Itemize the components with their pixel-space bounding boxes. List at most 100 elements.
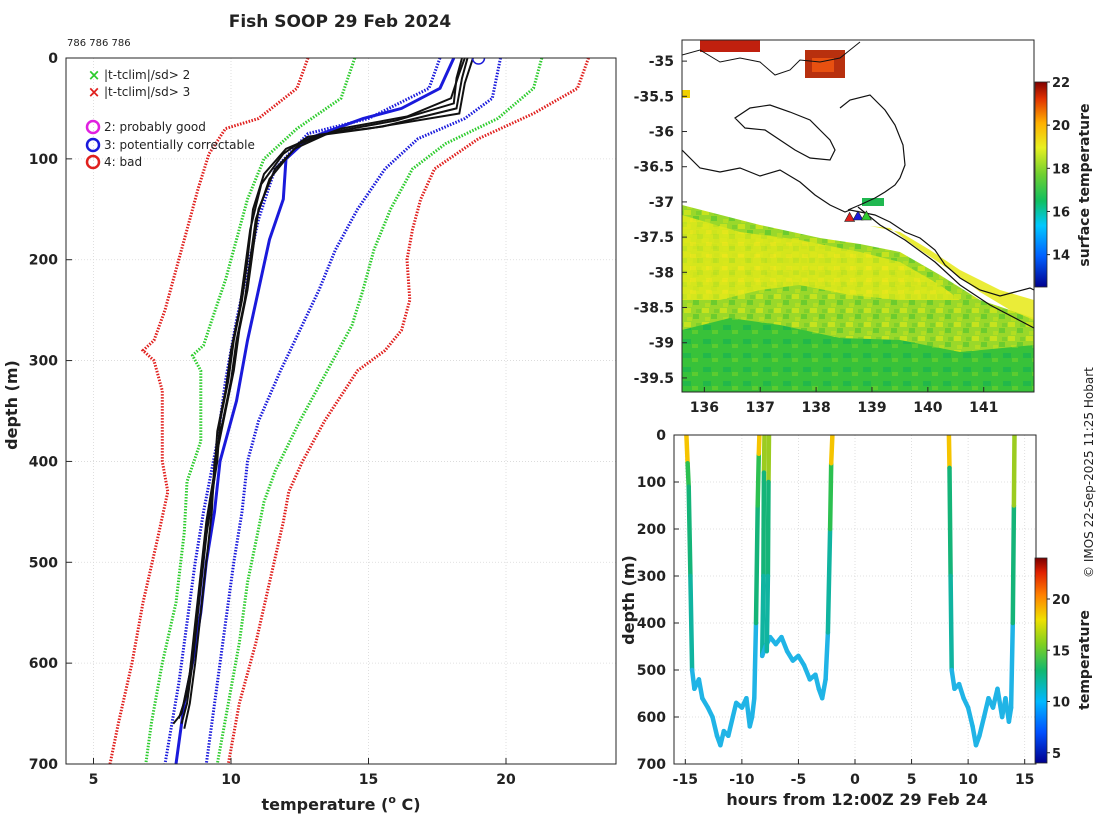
dt-cbar-tick-label-0: 5 [1052, 747, 1061, 762]
depth-time-colorbar-ticks: 5 10 15 20 [1047, 593, 1070, 762]
profile-ytick-label-1: 100 [29, 152, 58, 168]
profile-ytick-label-6: 600 [29, 656, 58, 672]
sst-warm-patch-1 [700, 40, 760, 52]
map-cbar-tick-label-0: 14 [1052, 249, 1070, 264]
dt-trace-0-seg-2 [685, 460, 691, 489]
map-ytick-label-9: -39.5 [634, 371, 674, 387]
legend-good-label: 2: probably good [104, 120, 206, 134]
dt-cbar-tick-label-3: 20 [1052, 593, 1070, 608]
profile-series-clim-3sd [108, 58, 310, 764]
dt-trace-0-seg-23 [755, 451, 762, 508]
dt-cbar-tick-label-2: 15 [1052, 644, 1070, 659]
profile-flag-marker [471, 58, 486, 65]
legend-bad-label: 4: bad [104, 155, 142, 169]
map-cbar-tick-label-1: 16 [1052, 205, 1070, 220]
cruise-ids: 786 786 786 [67, 38, 131, 49]
map-ytick-label-0: -35 [649, 54, 674, 70]
map-xtick-label-5: 141 [969, 400, 998, 416]
map-xtick-label-4: 140 [913, 400, 942, 416]
profile-ylabel: depth (m) [2, 360, 21, 450]
map-ytick-label-1: -35.5 [634, 89, 674, 105]
profile-observed-3 [177, 58, 466, 719]
credit-text: © IMOS 22-Sep-2025 11:25 Hobart [1082, 367, 1096, 578]
profile-series-clim-2sd [144, 58, 357, 764]
dt-xtick-label-4: 5 [907, 772, 917, 788]
dt-xtick-label-5: 10 [958, 772, 978, 788]
map-xtick-label-0: 136 [690, 400, 719, 416]
map-ticks: 136 137 138 139 140 141 -35 -35.5 -36 -36.5 -37 -37… [634, 54, 999, 416]
dt-ytick-label-2: 200 [637, 522, 666, 538]
dt-ytick-label-7: 700 [637, 757, 666, 773]
profile-ytick-label-5: 500 [29, 555, 58, 571]
dt-trace-3-seg-21 [1011, 435, 1017, 508]
dt-trace-1-seg-17 [823, 630, 831, 682]
legend-sd3-label: |t-tclim|/sd> 3 [104, 85, 190, 99]
legend-item-probably-good: 2: probably good [85, 119, 206, 135]
legend-correctable-marker [85, 137, 101, 153]
dt-trace-3-seg-1 [946, 435, 952, 471]
depth-time-plot: -15 -10 -5 0 5 10 15 0 100 200 300 400 500 600 700 hou… [619, 428, 1093, 809]
profile-xlabel: temperature (o C) [261, 793, 420, 814]
dt-trace-3-seg-4 [949, 667, 957, 692]
dt-trace-1-seg-16 [819, 677, 828, 701]
sst-field-deep-green [682, 318, 1034, 392]
map-track-mark-0 [844, 211, 856, 222]
legend-item-sd2: × |t-tclim|/sd> 2 [88, 66, 190, 84]
dt-trace-0-seg-24 [756, 435, 762, 457]
map-track-marks [844, 210, 872, 222]
dt-trace-3-seg-6 [956, 681, 966, 701]
profile-xlabel-main: temperature ( [261, 795, 388, 814]
map-ytick-label-2: -36 [649, 125, 674, 141]
dt-trace-1-seg-18 [825, 526, 833, 635]
dt-ytick-label-1: 100 [637, 475, 666, 491]
profile-grid [66, 57, 616, 765]
dt-trace-0-seg-21 [752, 620, 759, 701]
dt-xtick-label-6: 15 [1015, 772, 1034, 788]
legend-sd2-label: |t-tclim|/sd> 2 [104, 68, 190, 82]
dt-trace-0-seg-3 [686, 484, 693, 579]
sst-field-warm-band [682, 215, 960, 300]
legend-bad-marker [85, 154, 101, 170]
dt-trace-1-seg-3 [759, 573, 766, 659]
map-axes-box [681, 39, 1035, 393]
map-track-mark-2 [860, 210, 872, 221]
map-ytick-label-6: -38 [649, 265, 674, 281]
dt-ytick-label-3: 300 [637, 569, 666, 585]
map-canvas [682, 40, 1034, 392]
map-xtick-label-1: 137 [746, 400, 775, 416]
depth-time-colorbar-label: temperature [1077, 610, 1093, 710]
dt-trace-0-seg-22 [753, 503, 760, 626]
profile-xtick-label-1: 10 [221, 772, 241, 788]
profile-ytick-label-4: 400 [29, 454, 58, 470]
figure-title: Fish SOOP 29 Feb 2024 [229, 12, 452, 32]
map-cbar-tick-label-3: 20 [1052, 119, 1070, 134]
map-colorbar-label: surface temperature [1077, 103, 1093, 266]
profile-ytick-label-7: 700 [29, 757, 58, 773]
dt-trace-0-seg-4 [688, 573, 695, 673]
depth-time-ylabel: depth (m) [619, 555, 638, 645]
map-track-mark-1 [852, 210, 864, 221]
dt-xtick-label-0: -15 [673, 772, 698, 788]
dt-trace-3-seg-20 [1010, 503, 1017, 626]
map-ytick-label-8: -39 [649, 336, 674, 352]
dt-trace-0-seg-10 [710, 714, 720, 739]
map-cbar-tick-label-2: 18 [1052, 162, 1070, 177]
legend-good-marker [85, 119, 101, 135]
profile-series-clim-1sd [204, 58, 502, 764]
profile-axes-box [65, 57, 617, 765]
sst-shelf-green [862, 198, 884, 206]
dt-trace-1-seg-1 [761, 435, 767, 475]
dt-trace-1-seg-2 [761, 470, 767, 579]
legend-item-sd3: × |t-tclim|/sd> 3 [88, 83, 190, 101]
ship-track [857, 206, 1034, 329]
dt-xtick-label-3: 0 [850, 772, 860, 788]
profile-legend: × |t-tclim|/sd> 2 × |t-tclim|/sd> 3 2: p… [85, 66, 255, 170]
dt-trace-3-seg-18 [1006, 705, 1014, 724]
dt-trace-2-seg-1 [766, 435, 772, 485]
depth-time-colorbar [1034, 557, 1048, 764]
dt-ytick-label-5: 500 [637, 663, 666, 679]
legend-sd2-marker: × [88, 66, 101, 84]
